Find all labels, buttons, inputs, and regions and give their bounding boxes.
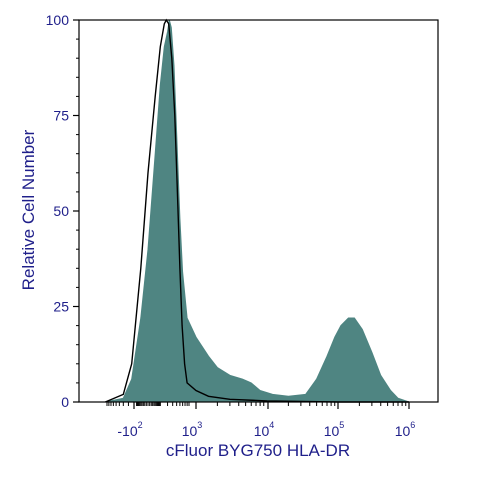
y-tick-label-50: 50 [53,203,69,219]
x-tick-label-4: 106 [395,420,416,439]
x-tick-label-1: 103 [182,420,203,439]
y-tick-label-25: 25 [53,299,69,315]
x-tick-label-0: -102 [117,420,142,439]
x-tick-label-2: 104 [254,420,275,439]
y-tick-label-0: 0 [61,394,69,410]
control-histogram-outline [105,18,409,403]
y-axis-label: Relative Cell Number [19,129,38,290]
x-tick-label-3: 105 [324,420,345,439]
y-tick-label-75: 75 [53,108,69,124]
y-tick-label-100: 100 [46,12,70,28]
sample-histogram-area [105,19,410,403]
axes: 0 25 50 75 100 -102 103 104 105 106 [46,12,439,439]
x-axis-label: cFluor BYG750 HLA-DR [166,441,350,460]
plot-area [105,18,410,403]
